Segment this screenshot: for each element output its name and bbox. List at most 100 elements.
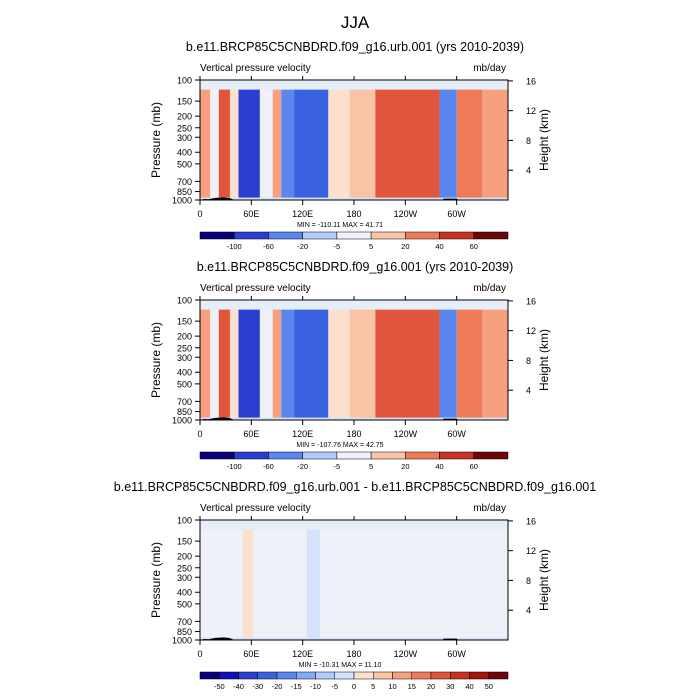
colorbar-label: -5 (334, 462, 341, 471)
data-band-top (294, 80, 329, 90)
data-band-top (456, 520, 508, 530)
colorbar-swatch (370, 231, 406, 240)
data-band (431, 529, 457, 638)
data-band-top (259, 80, 273, 90)
terrain-mask (200, 197, 235, 200)
data-band (482, 309, 508, 418)
y-tick-label: 1000 (172, 416, 192, 426)
colorbar-swatch (336, 231, 372, 240)
colorbar-label: -20 (272, 682, 283, 691)
data-band-top (439, 300, 457, 310)
data-band-top (218, 80, 230, 90)
colorbar-label: -15 (291, 682, 302, 691)
colorbar-label: -50 (214, 682, 225, 691)
colorbar-label: -40 (233, 682, 244, 691)
left-string: Vertical pressure velocity (200, 63, 311, 74)
chart-panel-1: b.e11.BRCP85C5CNBDRD.f09_g16.urb.001 (yr… (149, 40, 551, 251)
data-band (210, 309, 219, 418)
height-tick-label: 12 (526, 546, 536, 556)
y-tick-label: 850 (177, 627, 192, 637)
colorbar-swatch (439, 231, 475, 240)
data-band (253, 529, 307, 638)
data-band-top (272, 300, 282, 310)
y-tick-label: 1000 (172, 636, 192, 646)
terrain-mask (200, 637, 235, 640)
x-tick-label: 120E (292, 429, 313, 439)
data-band (349, 89, 376, 198)
data-band-top (242, 520, 254, 530)
x-tick-label: 60E (243, 649, 259, 659)
terrain-mask (200, 417, 235, 420)
colorbar-label: 20 (427, 682, 435, 691)
y-tick-label: 300 (177, 573, 192, 583)
colorbar-label: -10 (310, 682, 321, 691)
x-tick-label: 120W (394, 429, 418, 439)
colorbar-label: -5 (331, 682, 338, 691)
y-tick-label: 150 (177, 97, 192, 107)
y-tick-label: 250 (177, 123, 192, 133)
data-band-top (306, 520, 320, 530)
y-tick-label: 500 (177, 379, 192, 389)
x-tick-label: 60E (243, 429, 259, 439)
data-band (238, 309, 260, 418)
colorbar-swatch (276, 671, 297, 680)
data-band (319, 529, 354, 638)
x-tick-label: 60W (447, 429, 466, 439)
colorbar-swatch (411, 671, 432, 680)
data-band (229, 89, 239, 198)
colorbar-swatch (257, 671, 278, 680)
colorbar-label: 10 (388, 682, 396, 691)
colorbar-label: 40 (465, 682, 473, 691)
panel-title: b.e11.BRCP85C5CNBDRD.f09_g16.urb.001 - b… (114, 480, 596, 494)
height-tick-label: 16 (526, 76, 536, 86)
y-tick-label: 200 (177, 552, 192, 562)
data-band-top (328, 80, 350, 90)
y-tick-label: 400 (177, 368, 192, 378)
y-tick-label: 850 (177, 407, 192, 417)
colorbar-label: 40 (435, 242, 443, 251)
x-tick-label: 60E (243, 209, 259, 219)
y-tick-label: 100 (177, 516, 192, 526)
y-axis-label-right: Height (km) (537, 329, 551, 391)
data-band-top (354, 520, 431, 530)
colorbar-swatch (373, 671, 393, 680)
min-max-stats: MIN = -110.11 MAX = 41.71 (297, 222, 383, 229)
chart-panel-3: b.e11.BRCP85C5CNBDRD.f09_g16.urb.001 - b… (114, 480, 596, 691)
colorbar-label: 40 (435, 462, 443, 471)
data-band (272, 309, 282, 418)
height-tick-label: 4 (526, 386, 531, 396)
y-axis-label: Pressure (mb) (149, 102, 163, 178)
y-axis-label: Pressure (mb) (149, 542, 163, 618)
colorbar-swatch (199, 671, 220, 680)
y-tick-label: 300 (177, 353, 192, 363)
data-band (281, 309, 295, 418)
colorbar-label: 0 (352, 682, 356, 691)
data-band (439, 89, 457, 198)
colorbar-label: 50 (485, 682, 493, 691)
data-band-top (238, 300, 260, 310)
colorbar-swatch (430, 671, 451, 680)
colorbar-swatch (233, 231, 269, 240)
colorbar-swatch (238, 671, 258, 680)
colorbar-swatch (199, 451, 235, 460)
colorbar-swatch (315, 671, 335, 680)
colorbar-swatch (268, 231, 303, 240)
data-band (218, 89, 230, 198)
x-tick-label: 120E (292, 209, 313, 219)
colorbar-swatch (334, 671, 355, 680)
height-tick-label: 4 (526, 166, 531, 176)
data-band-top (229, 80, 239, 90)
data-band (200, 89, 211, 198)
colorbar-label: 30 (446, 682, 454, 691)
data-band-top (200, 300, 211, 310)
data-band (456, 529, 508, 638)
data-band (229, 309, 239, 418)
y-tick-label: 850 (177, 187, 192, 197)
colorbar-label: 5 (369, 462, 373, 471)
data-band (439, 309, 457, 418)
data-band (375, 89, 440, 198)
colorbar-label: -100 (227, 462, 242, 471)
colorbar-swatch (336, 451, 372, 460)
min-max-stats: MIN = -107.76 MAX = 42.75 (296, 442, 383, 449)
height-tick-label: 12 (526, 106, 536, 116)
